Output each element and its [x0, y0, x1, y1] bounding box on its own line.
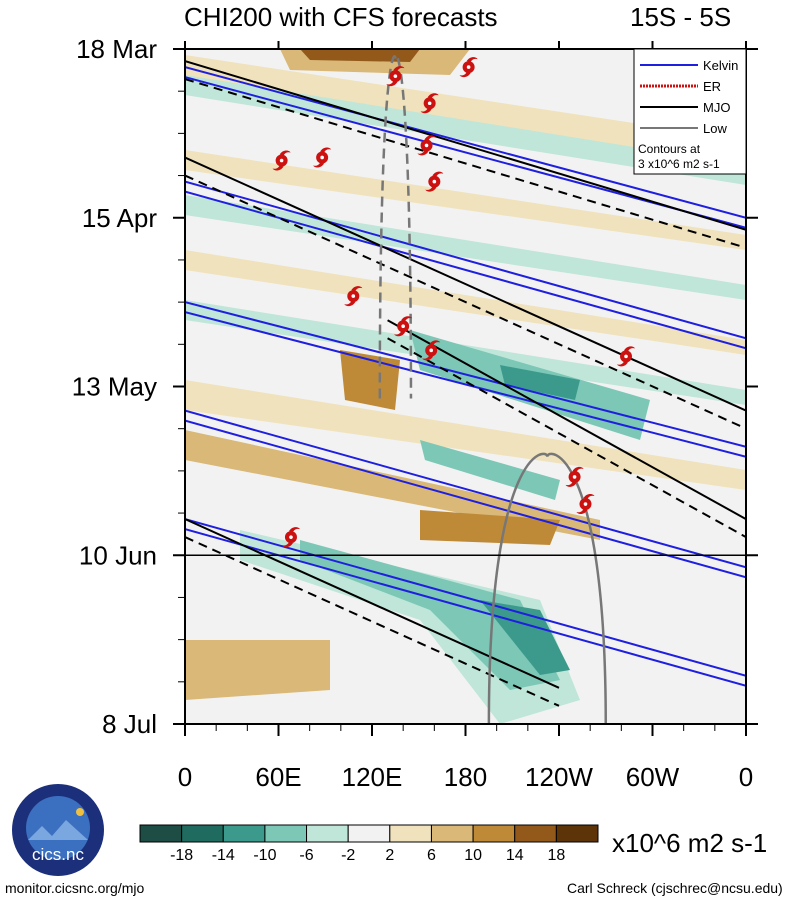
colorbar-label: -14: [212, 847, 235, 864]
kelvin-contour: [185, 301, 746, 458]
logo-inner: [26, 796, 90, 860]
x-tick-label: 0: [739, 762, 753, 792]
storm-icon: [344, 286, 363, 307]
y-tick-label: 8 Jul: [102, 709, 157, 739]
legend-kelvin-label: Kelvin: [703, 58, 738, 73]
storm-icon: [459, 57, 478, 78]
colorbar-swatch: [472, 824, 516, 843]
x-tick-label: 180: [444, 762, 487, 792]
anomaly-band-positive: [185, 640, 330, 700]
kelvin-contour: [185, 409, 746, 579]
storm-icon: [422, 340, 441, 361]
chart-region: 15S - 5S: [630, 2, 732, 32]
storm-icon: [617, 346, 636, 367]
storm-icon: [272, 150, 291, 171]
storm-icon: [281, 527, 300, 548]
cics-logo: cics.nc: [10, 782, 110, 882]
mjo-contour-negative: [387, 337, 746, 538]
storm-icon: [313, 147, 332, 168]
legend-note-line: 3 x10^6 m2 s-1: [638, 157, 720, 171]
colorbar-units: x10^6 m2 s-1: [612, 828, 768, 858]
colorbar-label: -2: [341, 847, 355, 864]
axes: 0 60E 120E 180 120W 60W 0 18 Mar 15 Apr 13 May 10 …: [72, 34, 758, 792]
anomaly-band-positive: [300, 49, 420, 62]
colorbar-swatch: [430, 824, 474, 843]
y-tick-label: 15 Apr: [82, 203, 158, 233]
colorbar-label: 10: [464, 847, 482, 864]
logo-satellite: [76, 808, 84, 816]
colorbar-swatch: [264, 824, 308, 843]
y-tick-label: 10 Jun: [79, 540, 157, 570]
anomaly-band-positive: [185, 380, 746, 490]
colorbar-label: -18: [170, 847, 193, 864]
mjo-contour-negative: [185, 78, 746, 249]
x-tick-label: 60W: [626, 762, 680, 792]
storm-icon: [386, 66, 405, 87]
colorbar-swatch: [181, 824, 224, 843]
colorbar-swatch: [555, 824, 599, 843]
legend-low-label: Low: [703, 121, 727, 136]
x-tick-label: 60E: [255, 762, 301, 792]
logo-mountains: [28, 820, 88, 840]
mjo-contour: [185, 60, 746, 231]
colorbar-swatch: [306, 824, 349, 843]
anomaly-band-positive: [185, 430, 600, 540]
legend-mjo-label: MJO: [703, 100, 730, 115]
filtered-contours: [185, 55, 746, 724]
x-tick-label: 120W: [525, 762, 593, 792]
chart-title: CHI200 with CFS forecasts: [184, 2, 498, 32]
colorbar: -18 -14 -10 -6 -2 2 6 10 14 18: [139, 824, 599, 864]
colorbar-label: 18: [547, 847, 565, 864]
mjo-contour: [185, 156, 746, 412]
x-tick-label: 120E: [342, 762, 403, 792]
colorbar-label: -6: [299, 847, 313, 864]
anomaly-band-negative: [500, 365, 580, 400]
mjo-contour: [185, 518, 560, 689]
logo-short-name: cics.nc: [32, 845, 84, 864]
storm-icon: [420, 93, 439, 114]
colorbar-label: -10: [253, 847, 276, 864]
anomaly-band-negative: [300, 540, 560, 690]
mjo-contour-negative: [185, 536, 560, 707]
low-contour: [378, 55, 413, 399]
legend: Kelvin ER MJO Low Contours at 3 x10^6 m2 …: [633, 48, 747, 175]
colorbar-swatch: [347, 824, 391, 843]
anomaly-band-negative: [420, 440, 560, 500]
colorbar-label: 6: [427, 847, 436, 864]
y-tick-label: 18 Mar: [76, 34, 157, 64]
colorbar-swatch: [514, 824, 557, 843]
mjo-contour-negative: [185, 174, 746, 430]
storm-icon: [565, 466, 584, 487]
x-tick-label: 0: [178, 762, 192, 792]
legend-note: Contours at 3 x10^6 m2 s-1: [638, 142, 720, 171]
storm-icon: [576, 494, 595, 515]
colorbar-label: 14: [506, 847, 524, 864]
legend-box: [633, 48, 747, 175]
anomaly-band-positive: [420, 510, 560, 545]
anomaly-band-positive: [185, 55, 746, 165]
legend-er-label: ER: [703, 79, 721, 94]
storm-icon: [417, 135, 436, 156]
storm-icon: [425, 171, 444, 192]
storm-icon: [394, 316, 413, 337]
kelvin-contour: [185, 180, 746, 350]
anomaly-band-positive: [185, 150, 746, 250]
storm-markers: [272, 57, 636, 548]
mjo-contour: [387, 319, 746, 520]
footer-credit: Carl Schreck (cjschrec@ncsu.edu): [567, 880, 783, 896]
colorbar-label: 2: [385, 847, 394, 864]
footer-url[interactable]: monitor.cicsnc.org/mjo: [5, 880, 145, 896]
y-tick-label: 13 May: [72, 372, 157, 402]
colorbar-swatch: [389, 824, 432, 843]
colorbar-swatch: [139, 824, 183, 843]
legend-note-line: Contours at: [638, 142, 701, 156]
anomaly-band-negative: [240, 530, 580, 724]
anomaly-band-positive: [340, 350, 400, 410]
colorbar-swatch: [222, 824, 266, 843]
